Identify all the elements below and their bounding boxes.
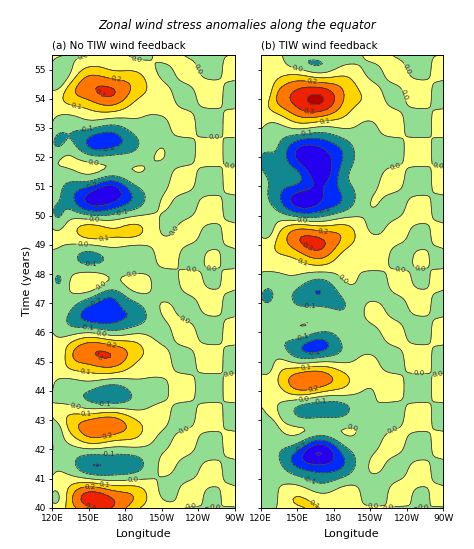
- Text: -0.1: -0.1: [314, 398, 328, 405]
- Text: 0.2: 0.2: [306, 78, 318, 85]
- Text: 0.0: 0.0: [184, 503, 196, 511]
- Text: 0.0: 0.0: [400, 88, 409, 101]
- Text: 0.0: 0.0: [127, 477, 139, 483]
- Text: -0.1: -0.1: [83, 261, 97, 267]
- Text: 0.0: 0.0: [126, 270, 138, 278]
- Text: 0.0: 0.0: [431, 370, 443, 378]
- Text: 0.2: 0.2: [110, 75, 122, 83]
- Text: -0.1: -0.1: [295, 332, 310, 341]
- Text: -0.1: -0.1: [302, 475, 317, 485]
- Text: -0.1: -0.1: [98, 401, 112, 407]
- Text: 0.1: 0.1: [300, 363, 312, 371]
- Text: 0.0: 0.0: [414, 265, 426, 272]
- Text: 0.1: 0.1: [99, 481, 111, 488]
- Text: -0.2: -0.2: [89, 297, 104, 309]
- Text: 0.0: 0.0: [346, 424, 359, 433]
- Text: 0.0: 0.0: [77, 241, 89, 248]
- Text: 0.0: 0.0: [383, 503, 395, 512]
- Text: -0.2: -0.2: [101, 144, 116, 153]
- Text: (b) TIW wind feedback: (b) TIW wind feedback: [261, 41, 377, 51]
- Text: 0.0: 0.0: [169, 224, 181, 237]
- Text: 0.0: 0.0: [205, 265, 217, 272]
- Text: 0.0: 0.0: [224, 162, 236, 170]
- Text: -0.3: -0.3: [93, 202, 107, 210]
- Text: 0.3: 0.3: [93, 88, 106, 100]
- Text: 0.0: 0.0: [193, 63, 203, 76]
- Text: 0.0: 0.0: [368, 503, 379, 509]
- Text: 0.0: 0.0: [209, 503, 221, 511]
- Text: 0.3: 0.3: [84, 502, 96, 512]
- Text: 0.1: 0.1: [296, 257, 309, 267]
- Y-axis label: Time (years): Time (years): [22, 247, 32, 316]
- Text: 0.1: 0.1: [308, 498, 321, 510]
- Text: -0.1: -0.1: [115, 208, 129, 217]
- Text: -0.1: -0.1: [81, 324, 95, 332]
- Text: 0.0: 0.0: [413, 371, 424, 377]
- Text: -0.3: -0.3: [295, 186, 310, 196]
- Text: 0.0: 0.0: [178, 425, 191, 435]
- Text: -0.2: -0.2: [84, 181, 99, 191]
- Text: 0.0: 0.0: [401, 63, 412, 76]
- Text: 0.0: 0.0: [130, 55, 143, 63]
- Text: -0.2: -0.2: [294, 441, 309, 453]
- Text: 0.1: 0.1: [319, 117, 330, 125]
- Text: 0.2: 0.2: [101, 432, 113, 440]
- Text: 0.3: 0.3: [301, 242, 314, 253]
- X-axis label: Longitude: Longitude: [116, 529, 171, 539]
- Text: 0.2: 0.2: [317, 228, 329, 235]
- Text: 0.0: 0.0: [88, 159, 100, 166]
- Text: 0.3: 0.3: [91, 349, 103, 362]
- Text: 0.2: 0.2: [84, 484, 96, 490]
- Text: (a) No TIW wind feedback: (a) No TIW wind feedback: [52, 41, 186, 51]
- Text: 0.2: 0.2: [105, 341, 117, 349]
- Text: 0.0: 0.0: [389, 161, 401, 171]
- Text: 0.0: 0.0: [394, 266, 406, 273]
- X-axis label: Longitude: Longitude: [324, 529, 380, 539]
- Text: 0.0: 0.0: [178, 314, 191, 325]
- Text: -0.1: -0.1: [303, 303, 317, 309]
- Text: 0.3: 0.3: [304, 109, 316, 115]
- Text: 0.1: 0.1: [81, 411, 92, 417]
- Text: 0.0: 0.0: [96, 330, 108, 338]
- Text: 0.0: 0.0: [223, 370, 235, 378]
- Text: -0.2: -0.2: [308, 349, 322, 356]
- Text: 0.0: 0.0: [69, 402, 82, 410]
- Text: 0.0: 0.0: [432, 162, 444, 170]
- Text: Zonal wind stress anomalies along the equator: Zonal wind stress anomalies along the eq…: [98, 19, 376, 32]
- Text: 0.0: 0.0: [298, 395, 310, 403]
- Text: 0.1: 0.1: [71, 102, 83, 110]
- Text: 0.1: 0.1: [79, 368, 91, 376]
- Text: 0.0: 0.0: [208, 135, 219, 141]
- Text: 0.0: 0.0: [387, 425, 399, 435]
- Text: -0.1: -0.1: [80, 125, 94, 133]
- Text: 0.0: 0.0: [95, 280, 108, 292]
- Text: 0.0: 0.0: [297, 217, 308, 224]
- Text: -0.1: -0.1: [299, 130, 313, 137]
- Text: 0.0: 0.0: [291, 64, 304, 73]
- Text: 0.0: 0.0: [186, 266, 198, 273]
- Text: 0.2: 0.2: [307, 385, 319, 393]
- Text: 0.0: 0.0: [76, 52, 89, 61]
- Text: 0.1: 0.1: [98, 235, 109, 242]
- Text: 0.0: 0.0: [88, 216, 100, 223]
- Text: -0.3: -0.3: [309, 461, 323, 468]
- Text: 0.0: 0.0: [337, 273, 349, 285]
- Text: 0.0: 0.0: [418, 503, 429, 511]
- Text: -0.1: -0.1: [101, 451, 115, 457]
- Text: -0.2: -0.2: [317, 205, 332, 215]
